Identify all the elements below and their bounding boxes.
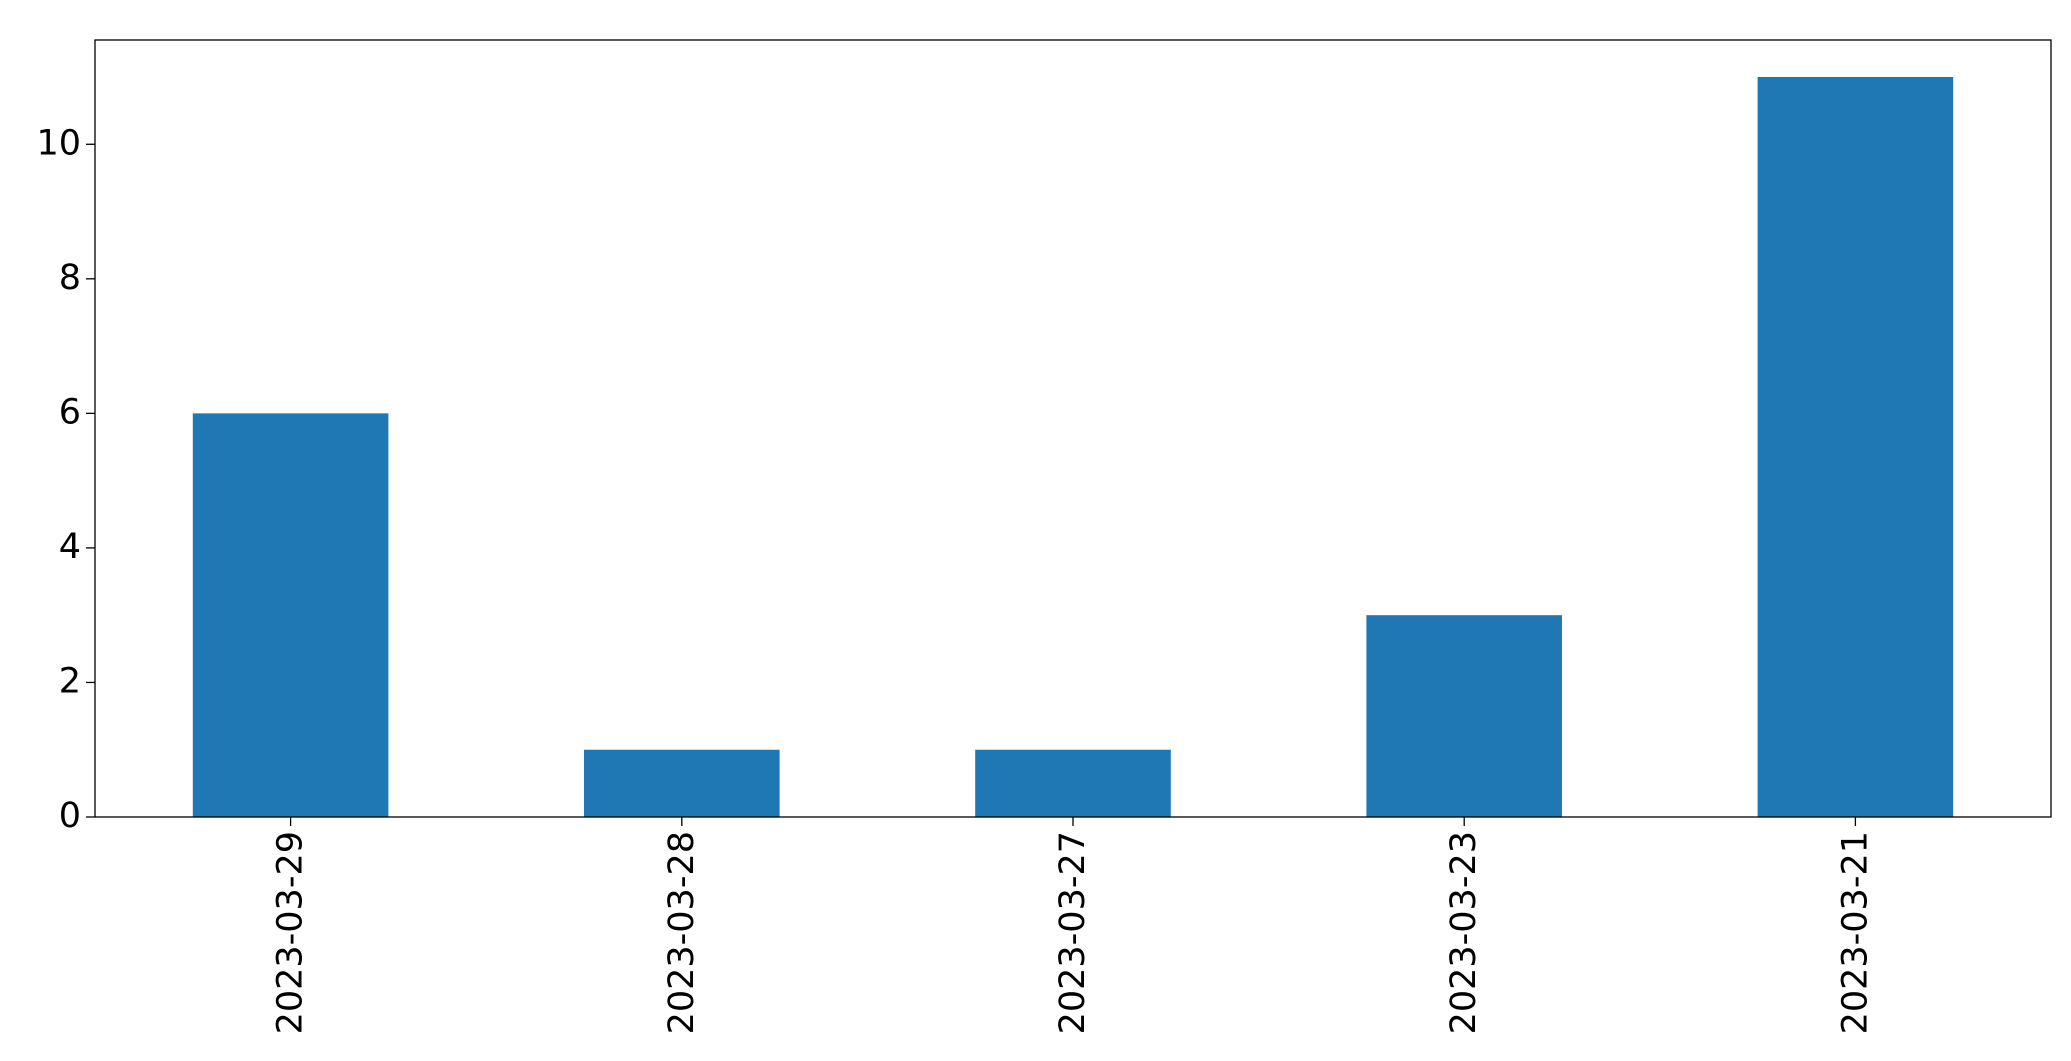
bar: [975, 749, 1171, 817]
bar: [1757, 77, 1954, 817]
y-tick-label: 6: [59, 392, 81, 432]
x-tick-label: 2023-03-27: [1053, 831, 1093, 1034]
y-tick-label: 0: [59, 796, 81, 836]
y-tick-label: 10: [36, 123, 81, 163]
plot-frame: [94, 39, 2052, 818]
x-tick-label: 2023-03-23: [1444, 831, 1484, 1034]
bar: [1366, 615, 1562, 817]
bar: [584, 749, 780, 817]
y-tick-label: 8: [59, 258, 81, 298]
bar: [192, 413, 389, 817]
y-tick-label: 4: [59, 527, 81, 567]
x-tick-label: 2023-03-29: [271, 831, 311, 1034]
x-tick-label: 2023-03-28: [662, 831, 702, 1034]
x-tick-label: 2023-03-21: [1835, 831, 1875, 1034]
y-tick-label: 2: [59, 661, 81, 701]
